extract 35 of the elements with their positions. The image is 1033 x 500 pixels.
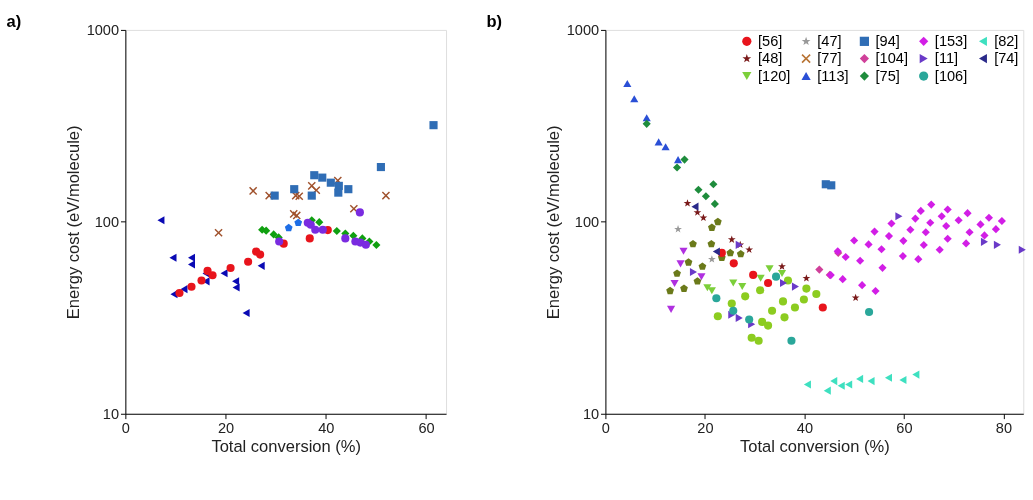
x-axis-title: Total conversion (%): [211, 437, 361, 457]
y-tick-label: 1000: [566, 22, 600, 39]
y-tick-label: 100: [94, 214, 120, 231]
x-tick-label: 0: [601, 419, 610, 436]
x-tick-label: 20: [217, 419, 235, 436]
legend-label: [153]: [934, 33, 968, 50]
y-axis-title: Energy cost (eV/molecule): [543, 125, 563, 320]
chart-title: b): [486, 12, 503, 32]
x-axis-title: Total conversion (%): [740, 437, 890, 457]
chart-title: a): [6, 12, 22, 32]
legend-label: [94]: [875, 33, 900, 50]
y-tick-label: 10: [102, 406, 120, 423]
y-tick-label: 10: [582, 406, 600, 423]
x-tick-label: 80: [995, 419, 1012, 436]
legend-label: [113]: [817, 67, 849, 84]
legend-label: [120]: [757, 67, 791, 84]
x-tick-label: 40: [318, 419, 335, 436]
legend-label: [56]: [757, 33, 783, 50]
x-tick-label: 40: [796, 419, 813, 436]
legend-label: [77]: [817, 50, 842, 67]
legend-label: [75]: [875, 67, 900, 84]
legend-label: [106]: [934, 67, 968, 84]
legend-label: [11]: [934, 50, 959, 67]
x-tick-label: 0: [121, 419, 130, 436]
x-tick-label: 20: [697, 419, 714, 436]
y-tick-label: 1000: [86, 22, 120, 39]
x-tick-label: 60: [896, 419, 913, 436]
y-axis-title: Energy cost (eV/molecule): [63, 125, 83, 320]
legend-label: [74]: [994, 50, 1019, 67]
legend-label: [48]: [757, 50, 783, 67]
legend-label: [82]: [994, 33, 1019, 50]
x-tick-label: 60: [418, 419, 435, 436]
y-tick-label: 100: [574, 214, 600, 231]
legend-label: [47]: [817, 33, 842, 50]
legend-label: [104]: [875, 50, 908, 67]
